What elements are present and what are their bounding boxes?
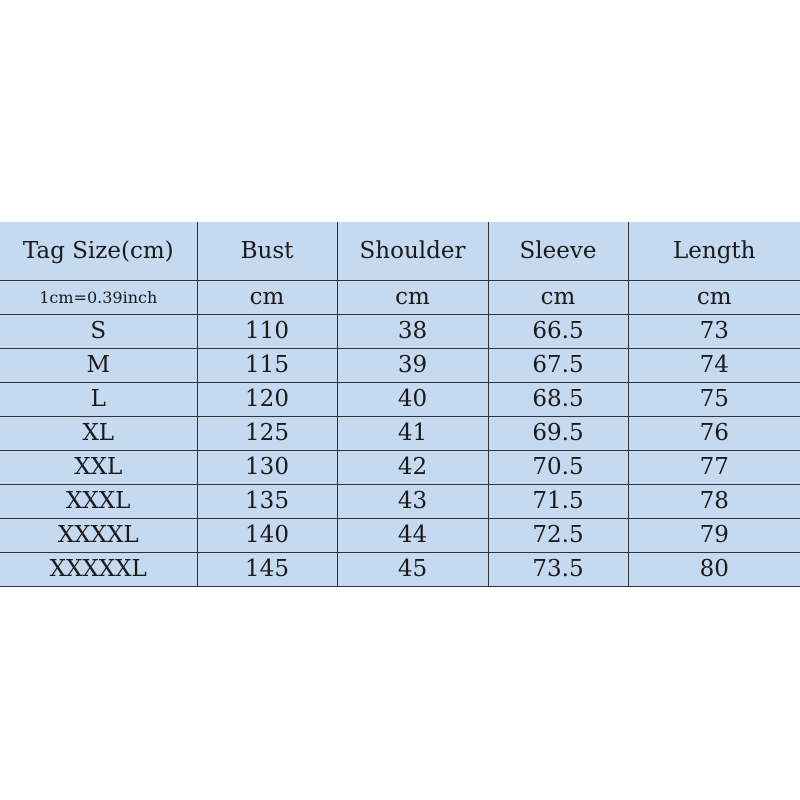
- value-cell: 42: [336, 450, 489, 485]
- table-row: L 120 40 68.5 75: [0, 382, 800, 417]
- value-cell: 130: [196, 450, 338, 485]
- value-cell: 110: [196, 314, 338, 349]
- value-cell: 72.5: [487, 518, 629, 553]
- value-cell: 66.5: [487, 314, 629, 349]
- value-cell: 120: [196, 382, 338, 417]
- value-cell: 41: [336, 416, 489, 451]
- value-cell: 77: [627, 450, 800, 485]
- table-row: XXXXL 140 44 72.5 79: [0, 518, 800, 553]
- value-cell: 73.5: [487, 552, 629, 587]
- header-row: Tag Size(cm) Bust Shoulder Sleeve Length: [0, 222, 800, 281]
- table-row: M 115 39 67.5 74: [0, 348, 800, 383]
- value-cell: 80: [627, 552, 800, 587]
- size-cell: M: [0, 348, 198, 383]
- table-row: XXXL 135 43 71.5 78: [0, 484, 800, 519]
- table-row: XXXXXL 145 45 73.5 80: [0, 552, 800, 587]
- size-cell: S: [0, 314, 198, 349]
- value-cell: 67.5: [487, 348, 629, 383]
- value-cell: 68.5: [487, 382, 629, 417]
- unit-cell: 1cm=0.39inch: [0, 280, 198, 315]
- size-cell: L: [0, 382, 198, 417]
- unit-cell: cm: [487, 280, 629, 315]
- value-cell: 43: [336, 484, 489, 519]
- value-cell: 74: [627, 348, 800, 383]
- value-cell: 38: [336, 314, 489, 349]
- header-cell: Length: [627, 222, 800, 281]
- header-cell: Sleeve: [487, 222, 629, 281]
- size-cell: XXXXL: [0, 518, 198, 553]
- value-cell: 73: [627, 314, 800, 349]
- size-cell: XXXXXL: [0, 552, 198, 587]
- size-cell: XXXL: [0, 484, 198, 519]
- unit-cell: cm: [196, 280, 338, 315]
- value-cell: 79: [627, 518, 800, 553]
- value-cell: 39: [336, 348, 489, 383]
- table-row: S 110 38 66.5 73: [0, 314, 800, 349]
- header-cell: Tag Size(cm): [0, 222, 198, 281]
- value-cell: 78: [627, 484, 800, 519]
- value-cell: 115: [196, 348, 338, 383]
- value-cell: 69.5: [487, 416, 629, 451]
- header-cell: Bust: [196, 222, 338, 281]
- value-cell: 70.5: [487, 450, 629, 485]
- value-cell: 135: [196, 484, 338, 519]
- value-cell: 75: [627, 382, 800, 417]
- value-cell: 140: [196, 518, 338, 553]
- value-cell: 76: [627, 416, 800, 451]
- units-row: 1cm=0.39inch cm cm cm cm: [0, 280, 800, 315]
- table-row: XXL 130 42 70.5 77: [0, 450, 800, 485]
- value-cell: 71.5: [487, 484, 629, 519]
- value-cell: 44: [336, 518, 489, 553]
- value-cell: 125: [196, 416, 338, 451]
- value-cell: 145: [196, 552, 338, 587]
- table-row: XL 125 41 69.5 76: [0, 416, 800, 451]
- unit-cell: cm: [336, 280, 489, 315]
- size-cell: XL: [0, 416, 198, 451]
- header-cell: Shoulder: [336, 222, 489, 281]
- size-cell: XXL: [0, 450, 198, 485]
- size-chart-table: Tag Size(cm) Bust Shoulder Sleeve Length…: [0, 222, 800, 587]
- value-cell: 40: [336, 382, 489, 417]
- value-cell: 45: [336, 552, 489, 587]
- unit-cell: cm: [627, 280, 800, 315]
